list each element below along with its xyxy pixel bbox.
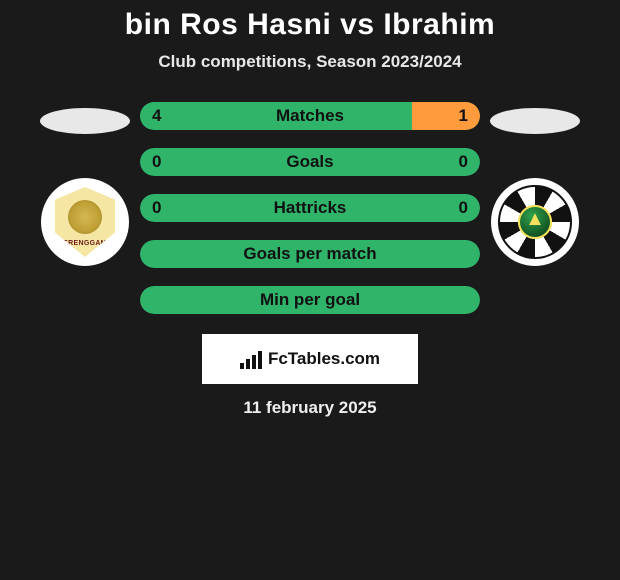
wm-bar [246,359,250,369]
bar-label: Goals per match [140,244,480,264]
stat-bar: Matches4 1 [140,102,480,130]
watermark-text: FcTables.com [268,349,380,369]
bar-label: Min per goal [140,290,480,310]
bar-value-right: 1 [459,106,468,126]
bar-value-left: 0 [152,198,161,218]
bar-chart-icon [240,349,262,369]
comparison-bars: Matches41Goals00Hattricks00Goals per mat… [140,102,480,314]
stat-bar: Goals per match [140,240,480,268]
bar-label: Hattricks [140,198,480,218]
bar-value-right: 0 [459,152,468,172]
main-panel: Matches41Goals00Hattricks00Goals per mat… [0,102,620,314]
bar-value-right: 0 [459,198,468,218]
left-club-badge [41,178,129,266]
right-club-badge [491,178,579,266]
stat-bar: Goals0 0 [140,148,480,176]
left-player-column [40,102,130,266]
page-title: bin Ros Hasni vs Ibrahim [0,8,620,42]
wm-bar [240,363,244,369]
date-text: 11 february 2025 [0,398,620,418]
stat-bar: Min per goal [140,286,480,314]
bar-label: Matches [140,106,480,126]
bar-value-left: 4 [152,106,161,126]
wm-bar [252,355,256,369]
right-flag-oval [490,108,580,134]
wm-bar [258,351,262,369]
bar-value-left: 0 [152,152,161,172]
left-flag-oval [40,108,130,134]
shield-icon [55,187,115,257]
comparison-infographic: bin Ros Hasni vs Ibrahim Club competitio… [0,0,620,418]
soccer-ball-icon [498,185,572,259]
watermark: FcTables.com [202,334,418,384]
right-player-column [490,102,580,266]
bar-label: Goals [140,152,480,172]
stat-bar: Hattricks0 0 [140,194,480,222]
subtitle: Club competitions, Season 2023/2024 [0,52,620,72]
